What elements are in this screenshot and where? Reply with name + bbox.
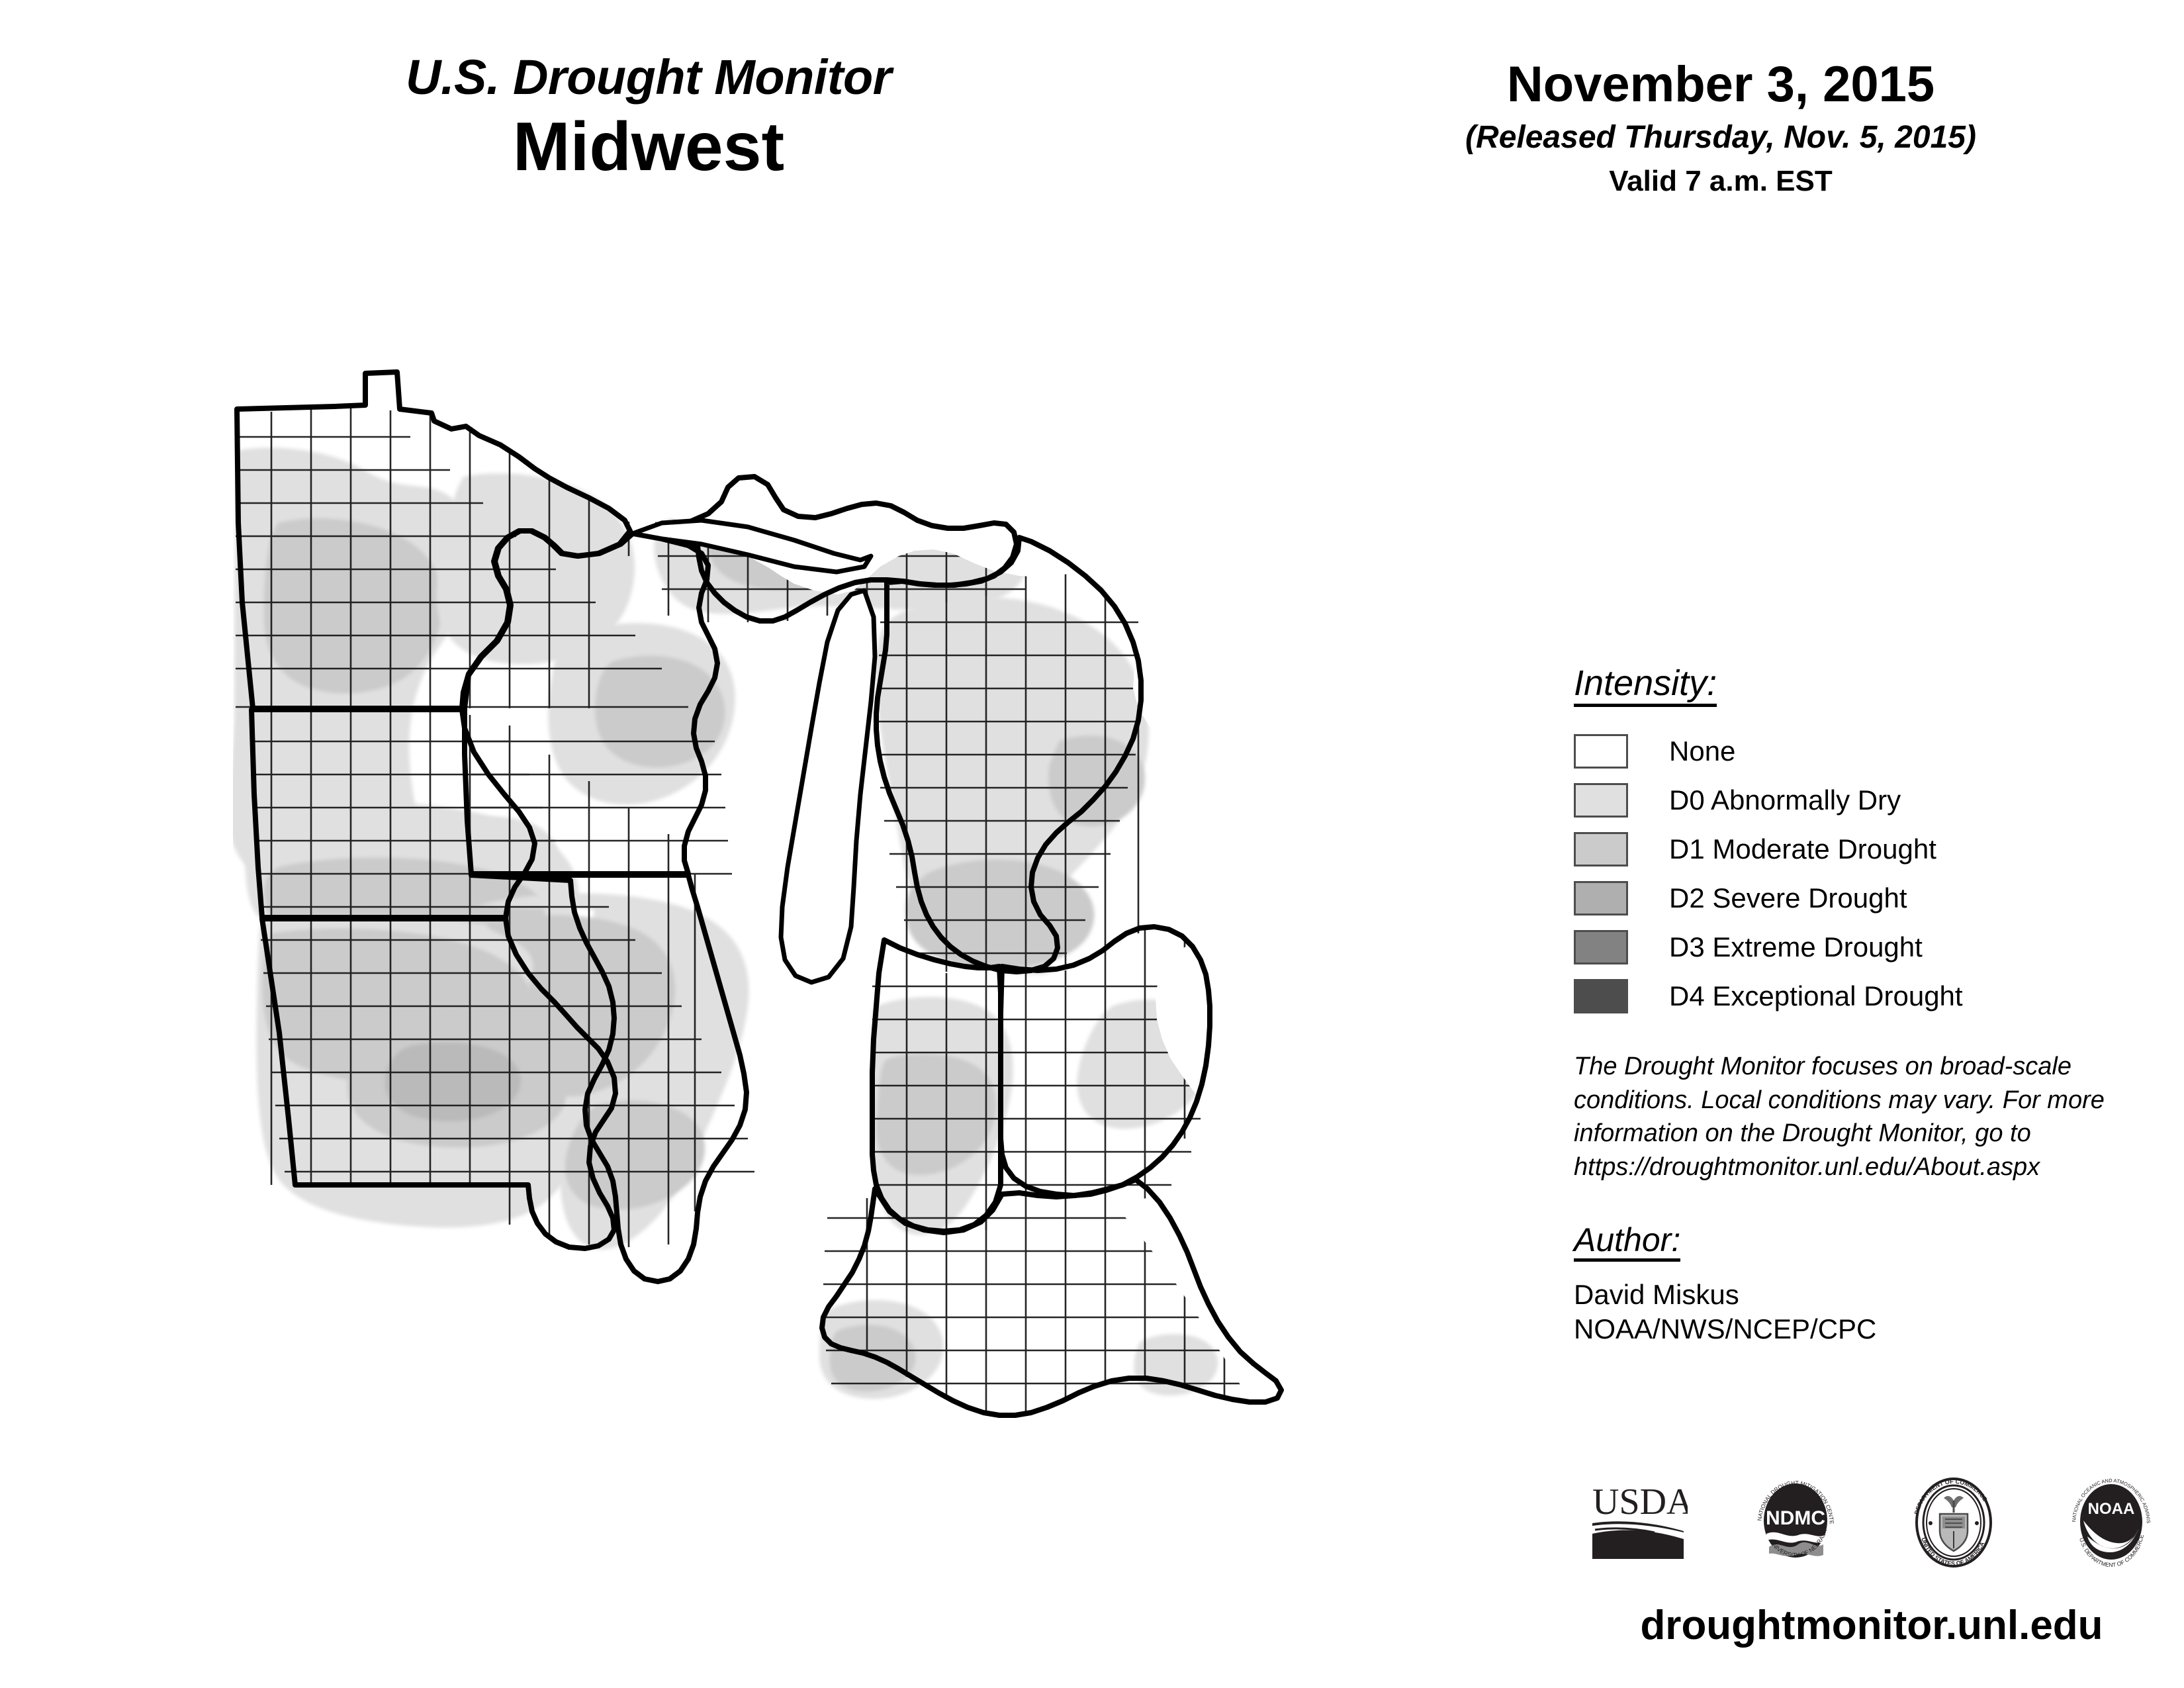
noaa-logo-text: NOAA (2088, 1500, 2135, 1518)
legend-label-d4: D4 Exceptional Drought (1669, 980, 1963, 1011)
legend-swatch-none (1574, 734, 1628, 769)
ndmc-logo-text: NDMC (1766, 1507, 1825, 1529)
outline-illinois (469, 872, 749, 1284)
usda-logo[interactable]: USDA (1588, 1479, 1694, 1569)
disclaimer-line-1: The Drought Monitor focuses on broad-sca… (1574, 1053, 2071, 1080)
legend-heading: Intensity: (1574, 665, 1717, 707)
drought-map[interactable] (199, 357, 1337, 1549)
outline-michigan-lp (874, 535, 1144, 974)
disclaimer-text: The Drought Monitor focuses on broad-sca… (1574, 1050, 2156, 1184)
outline-kentucky (819, 1177, 1284, 1418)
legend-item-d4[interactable]: D4 Exceptional Drought (1574, 972, 2169, 1021)
release-date: (Released Thursday, Nov. 5, 2015) (1465, 120, 1976, 155)
state-boundaries (234, 369, 1284, 1418)
outline-lake-superior (630, 518, 874, 575)
page-title-program: U.S. Drought Monitor (406, 50, 891, 105)
legend-swatch-d2 (1574, 881, 1628, 915)
outline-iowa (249, 707, 537, 920)
legend-label-d3: D3 Extreme Drought (1669, 931, 1923, 962)
outline-ohio (998, 924, 1212, 1198)
legend-list: None D0 Abnormally Dry D1 Moderate Droug… (1574, 727, 2169, 1021)
outline-lake-michigan (778, 588, 878, 985)
drought-area-minnesota (233, 447, 635, 923)
author-heading: Author: (1574, 1223, 1681, 1262)
drought-d2-missouri-core (385, 1042, 521, 1121)
legend-item-d1[interactable]: D1 Moderate Drought (1574, 825, 2169, 874)
legend-label-d1: D1 Moderate Drought (1669, 833, 1936, 865)
header-right: November 3, 2015 (Released Thursday, Nov… (1410, 60, 2032, 196)
legend-swatch-d4 (1574, 979, 1628, 1013)
legend-swatch-d3 (1574, 930, 1628, 964)
noaa-logo[interactable]: NOAA NATIONAL OCEANIC AND ATMOSPHERIC AD… (2063, 1468, 2158, 1575)
valid-time: Valid 7 a.m. EST (1609, 165, 1833, 197)
disclaimer-link[interactable]: https://droughtmonitor.unl.edu/About.asp… (1574, 1152, 2040, 1181)
outline-wisconsin (462, 528, 720, 876)
outline-missouri (259, 916, 618, 1251)
ndmc-logo[interactable]: NDMC NATIONAL DROUGHT MITIGATION CENTER … (1747, 1468, 1842, 1575)
legend-label-none: None (1669, 735, 1736, 767)
legend-item-d2[interactable]: D2 Severe Drought (1574, 874, 2169, 923)
legend-item-d3[interactable]: D3 Extreme Drought (1574, 923, 2169, 972)
legend-label-d2: D2 Severe Drought (1669, 882, 1907, 914)
legend-item-none[interactable]: None (1574, 727, 2169, 776)
footer-url[interactable]: droughtmonitor.unl.edu (1640, 1603, 2103, 1648)
header-left: U.S. Drought Monitor Midwest (285, 53, 1013, 183)
drought-d1-minnesota (263, 518, 443, 694)
map-date: November 3, 2015 (1506, 56, 1935, 113)
doc-seal-logo[interactable]: DEPARTMENT OF COMMERCE UNITED STATES OF … (1904, 1473, 2003, 1575)
legend-label-d0: D0 Abnormally Dry (1669, 784, 1901, 816)
author-block: David Miskus NOAA/NWS/NCEP/CPC (1574, 1278, 2169, 1346)
legend-swatch-d1 (1574, 832, 1628, 867)
disclaimer-line-2: conditions. Local conditions may vary. F… (1574, 1086, 2105, 1114)
legend-swatch-d0 (1574, 783, 1628, 818)
drought-map-svg[interactable] (199, 357, 1337, 1549)
map-sidebar: Intensity: None D0 Abnormally Dry D1 Mod… (1574, 665, 2169, 1346)
author-affiliation: NOAA/NWS/NCEP/CPC (1574, 1313, 1877, 1345)
page-title-region: Midwest (512, 109, 785, 185)
logo-row: USDA NDMC NATIONAL DROUGHT MITIGATION CE… (1588, 1468, 2158, 1577)
legend-item-d0[interactable]: D0 Abnormally Dry (1574, 776, 2169, 825)
author-name: David Miskus (1574, 1279, 1739, 1311)
usda-logo-text: USDA (1592, 1481, 1688, 1523)
drought-d1-wisconsin (595, 655, 725, 768)
disclaimer-line-3: information on the Drought Monitor, go t… (1574, 1119, 2031, 1148)
